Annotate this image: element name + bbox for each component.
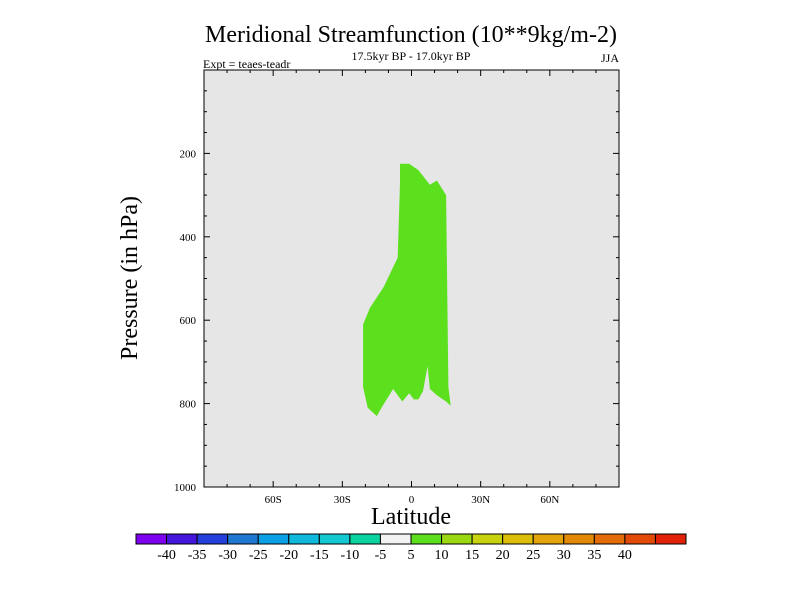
x-tick-label: 0 [409, 494, 415, 506]
colorbar-swatch [471, 533, 504, 545]
colorbar-label: 30 [557, 548, 571, 563]
x-tick-label: 60N [540, 494, 559, 506]
colorbar-label: -40 [157, 548, 176, 563]
x-axis: 60S 30S 0 30N 60N [226, 70, 597, 506]
colorbar-swatch [502, 533, 534, 545]
x-tick-label: 30N [471, 494, 490, 506]
colorbar-swatch [166, 533, 198, 545]
colorbar-swatch [593, 533, 626, 545]
colorbar-label: -20 [279, 548, 298, 563]
colorbar-label: 35 [587, 548, 601, 563]
colorbar-swatch [196, 533, 229, 545]
colorbar-swatch [318, 533, 351, 545]
colorbar-label: -5 [375, 548, 387, 563]
colorbar: -40 -35 -30 -25 -20 -15 -10 -5 5 10 15 20 25 30 35 40 [135, 533, 687, 563]
colorbar-swatch [257, 533, 290, 545]
x-tick-label: 60S [265, 494, 282, 506]
y-axis: 200 400 600 800 1000 [174, 90, 619, 494]
colorbar-label: 10 [435, 548, 449, 563]
x-axis-title: Latitude [371, 504, 451, 530]
colorbar-label: 20 [496, 548, 510, 563]
colorbar-label: 40 [618, 548, 632, 563]
y-axis-title: Pressure (in hPa) [117, 196, 143, 360]
colorbar-swatch [563, 533, 595, 545]
colorbar-swatch [379, 533, 412, 545]
season-label: JJA [601, 51, 619, 65]
colorbar-swatch [410, 533, 443, 545]
chart-subtitle: 17.5kyr BP - 17.0kyr BP [352, 49, 471, 63]
colorbar-label: -15 [310, 548, 329, 563]
colorbar-swatch [288, 533, 320, 545]
colorbar-label: 5 [408, 548, 415, 563]
colorbar-swatch [227, 533, 259, 545]
colorbar-swatch [441, 533, 473, 545]
y-tick-label: 600 [180, 315, 197, 327]
colorbar-label: -30 [218, 548, 237, 563]
y-tick-label: 1000 [174, 482, 197, 494]
colorbar-label: 15 [465, 548, 479, 563]
chart-title: Meridional Streamfunction (10**9kg/m-2) [205, 22, 617, 48]
colorbar-swatch [532, 533, 565, 545]
experiment-label: Expt = teaes-teadr [203, 57, 290, 71]
colorbar-label: 25 [526, 548, 540, 563]
y-tick-label: 400 [180, 232, 197, 244]
colorbar-swatch [349, 533, 381, 545]
x-tick-label: 30S [334, 494, 351, 506]
colorbar-label: -25 [249, 548, 268, 563]
colorbar-swatch [135, 533, 168, 545]
colorbar-swatch [624, 533, 656, 545]
y-tick-label: 200 [180, 148, 197, 160]
colorbar-label: -35 [188, 548, 207, 563]
colorbar-label: -10 [341, 548, 360, 563]
colorbar-swatch [654, 533, 687, 545]
positive-streamfunction-region [363, 163, 451, 417]
y-tick-label: 800 [180, 399, 197, 411]
